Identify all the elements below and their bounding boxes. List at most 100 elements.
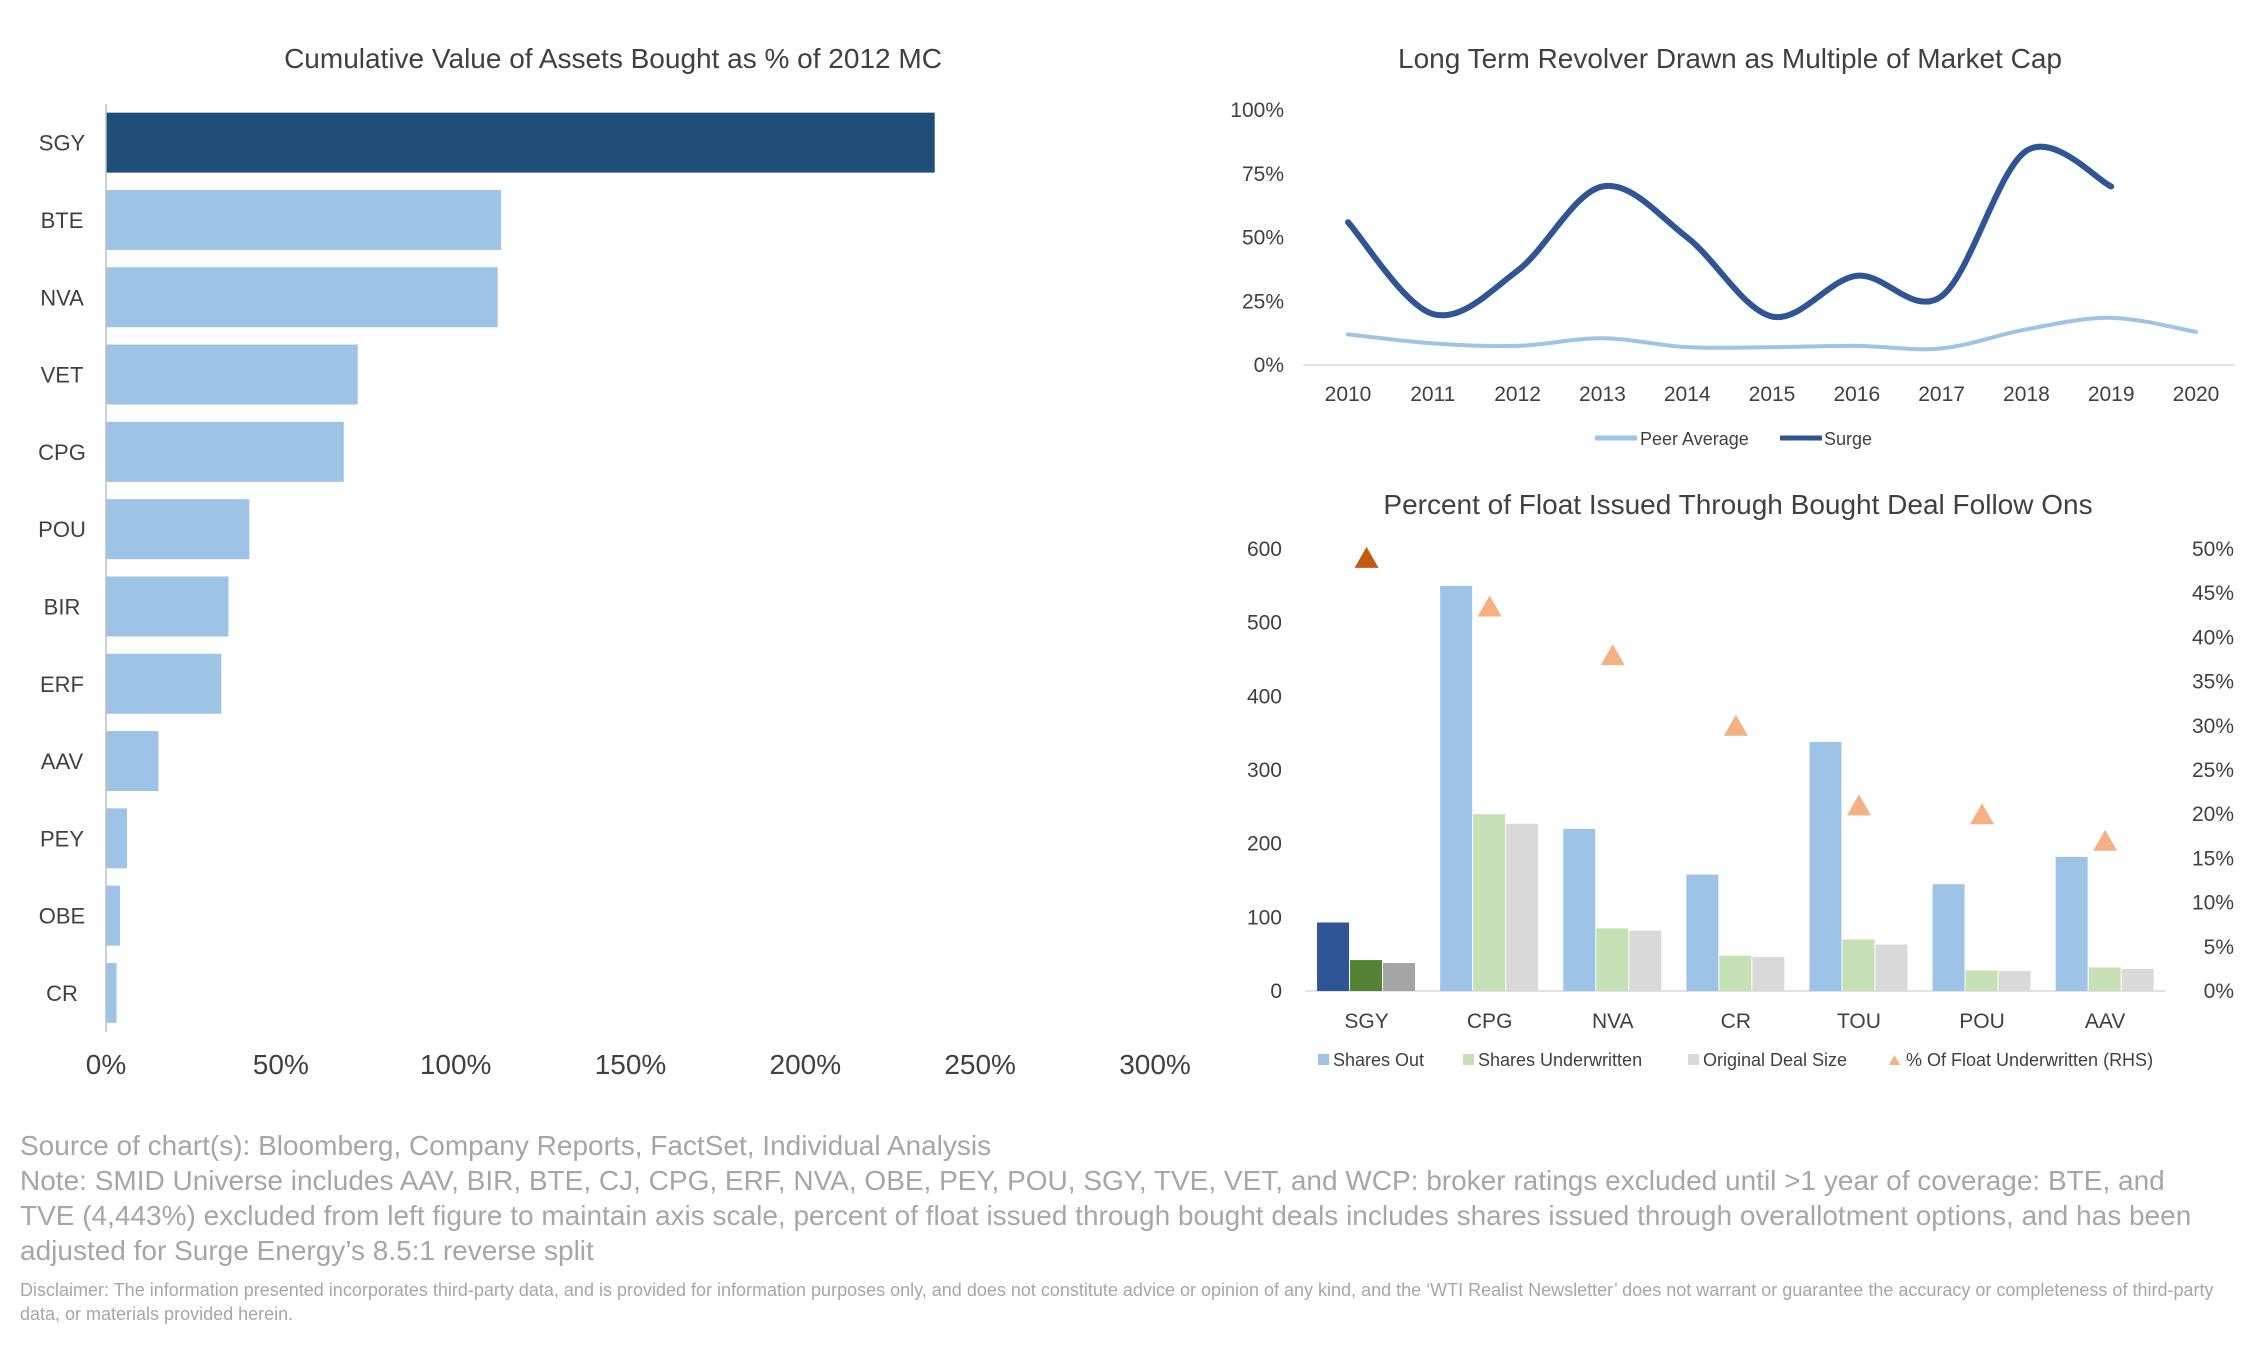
bar-tou-shares-out <box>1809 742 1842 991</box>
bar-erf <box>106 653 222 714</box>
marker-float-underwritten-nva <box>1600 644 1625 666</box>
y2-tick-label: 15% <box>2192 847 2234 870</box>
bar-vet <box>106 344 358 405</box>
bar-pou-shares-out <box>1932 884 1965 991</box>
bar-cr <box>106 962 117 1023</box>
line-peer-average <box>1346 315 2198 352</box>
x-tick-label: 2020 <box>2173 383 2220 406</box>
marker-float-underwritten-pou <box>1970 803 1995 825</box>
category-label-nva: NVA <box>40 285 84 310</box>
y2-tick-label: 35% <box>2192 671 2234 694</box>
assets-bought-chart: Cumulative Value of Assets Bought as % o… <box>38 43 1191 1080</box>
x-tick-label: 300% <box>1119 1049 1191 1080</box>
disclaimer: Disclaimer: The information presented in… <box>20 1280 2214 1324</box>
y-tick-label: 75% <box>1242 163 1284 186</box>
bar-aav-shares-underwritten <box>2088 967 2121 991</box>
bar-pey <box>106 808 127 869</box>
x-tick-label: 200% <box>770 1049 842 1080</box>
legend-swatch-shares-underwritten <box>1463 1054 1474 1065</box>
y-tick-label: 25% <box>1242 290 1284 313</box>
y-tick-label: 600 <box>1247 538 1282 561</box>
x-tick-label: 2017 <box>1918 383 1965 406</box>
marker-float-underwritten-tou <box>1846 794 1871 816</box>
x-tick-label: 2011 <box>1410 383 1455 406</box>
legend-swatch-shares-out <box>1318 1054 1329 1065</box>
marker-float-underwritten-cr <box>1723 714 1748 736</box>
x-tick-label: 2014 <box>1664 383 1711 406</box>
y-tick-label: 400 <box>1247 685 1282 708</box>
y-tick-label: 0% <box>1254 354 1284 377</box>
footer: Source of chart(s): Bloomberg, Company R… <box>20 1128 2220 1326</box>
bar-cr-shares-out <box>1686 874 1719 991</box>
line-surge <box>1345 143 2115 321</box>
x-tick-label: 2015 <box>1749 383 1796 406</box>
y-tick-label: 300 <box>1247 759 1282 782</box>
bar-sgy-shares-underwritten <box>1350 960 1383 991</box>
y2-tick-label: 5% <box>2204 936 2234 959</box>
bar-pou-shares-underwritten <box>1965 970 1998 991</box>
y2-tick-label: 40% <box>2192 626 2234 649</box>
bar-aav-original-deal-size <box>2121 968 2154 991</box>
category-label-sgy: SGY <box>1344 1010 1388 1033</box>
bar-nva-original-deal-size <box>1629 930 1662 991</box>
y2-tick-label: 10% <box>2192 892 2234 915</box>
bar-nva-shares-underwritten <box>1596 928 1629 991</box>
legend-label-shares-out: Shares Out <box>1333 1050 1424 1070</box>
legend-label-peer-average: Peer Average <box>1640 429 1749 449</box>
category-label-vet: VET <box>41 363 84 388</box>
y-tick-label: 100 <box>1247 906 1282 929</box>
legend-swatch-original-deal-size <box>1688 1054 1699 1065</box>
bar-cpg-shares-underwritten <box>1473 814 1506 991</box>
bar-bte <box>106 189 502 250</box>
category-label-sgy: SGY <box>39 131 86 156</box>
x-tick-label: 150% <box>595 1049 667 1080</box>
bar-tou-shares-underwritten <box>1842 939 1875 991</box>
category-label-cpg: CPG <box>1467 1010 1513 1033</box>
bar-obe <box>106 885 120 946</box>
category-label-bte: BTE <box>41 208 84 233</box>
bar-cr-original-deal-size <box>1752 957 1785 991</box>
revolver-legend: Peer Average Surge <box>1595 429 1872 449</box>
category-label-cpg: CPG <box>38 440 86 465</box>
bar-cr-shares-underwritten <box>1719 955 1752 991</box>
category-label-cr: CR <box>46 981 78 1006</box>
y-tick-label: 50% <box>1242 227 1284 250</box>
x-tick-label: 50% <box>253 1049 309 1080</box>
float-issued-chart-title: Percent of Float Issued Through Bought D… <box>1383 489 2092 520</box>
category-label-cr: CR <box>1721 1010 1751 1033</box>
x-tick-label: 250% <box>944 1049 1016 1080</box>
y2-tick-label: 0% <box>2204 980 2234 1003</box>
x-tick-label: 2018 <box>2003 383 2050 406</box>
revolver-chart: Long Term Revolver Drawn as Multiple of … <box>1230 43 2235 449</box>
legend-swatch-float-underwritten <box>1889 1055 1900 1065</box>
y-tick-label: 100% <box>1230 99 1284 122</box>
float-issued-chart: Percent of Float Issued Through Bought D… <box>1247 489 2234 1070</box>
marker-float-underwritten-sgy <box>1354 546 1379 568</box>
bar-sgy-original-deal-size <box>1383 963 1416 991</box>
x-tick-label: 2010 <box>1325 383 1372 406</box>
bar-tou-original-deal-size <box>1875 944 1908 991</box>
bar-nva <box>106 267 498 328</box>
marker-float-underwritten-cpg <box>1477 595 1502 617</box>
bar-sgy-shares-out <box>1317 922 1350 991</box>
bar-sgy <box>106 112 935 173</box>
bar-pou <box>106 499 250 560</box>
x-tick-label: 2013 <box>1579 383 1626 406</box>
bar-cpg-shares-out <box>1440 585 1473 991</box>
bar-pou-original-deal-size <box>1998 971 2031 991</box>
bar-nva-shares-out <box>1563 828 1596 991</box>
category-label-aav: AAV <box>2085 1010 2125 1033</box>
bar-cpg-original-deal-size <box>1506 823 1539 991</box>
y-tick-label: 500 <box>1247 612 1282 635</box>
legend-label-surge: Surge <box>1824 429 1872 449</box>
bar-bir <box>106 576 229 637</box>
y-tick-label: 0 <box>1270 980 1282 1003</box>
source-note: Source of chart(s): Bloomberg, Company R… <box>20 1130 992 1161</box>
y-tick-label: 200 <box>1247 833 1282 856</box>
legend-label-shares-underwritten: Shares Underwritten <box>1478 1050 1642 1070</box>
legend-label-float-underwritten: % Of Float Underwritten (RHS) <box>1906 1050 2153 1070</box>
category-label-aav: AAV <box>41 749 84 774</box>
x-tick-label: 0% <box>86 1049 126 1080</box>
methodology-note: Note: SMID Universe includes AAV, BIR, B… <box>20 1165 2192 1266</box>
y2-tick-label: 45% <box>2192 582 2234 605</box>
